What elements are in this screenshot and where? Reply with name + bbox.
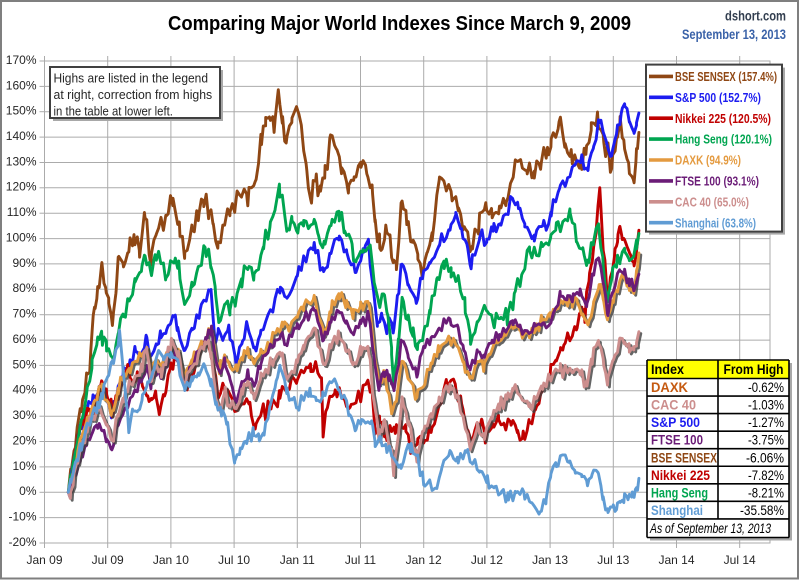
svg-text:50%: 50% [12, 357, 36, 371]
svg-text:S&P 500 (152.7%): S&P 500 (152.7%) [675, 90, 761, 105]
svg-text:170%: 170% [6, 53, 37, 67]
svg-text:dshort.com: dshort.com [725, 8, 786, 24]
svg-text:Comparing Major World Indexes: Comparing Major World Indexes Since Marc… [168, 13, 631, 35]
svg-text:-0.62%: -0.62% [748, 380, 784, 395]
svg-text:20%: 20% [12, 433, 36, 447]
svg-text:CAC 40 (65.0%): CAC 40 (65.0%) [675, 194, 749, 209]
svg-text:Hang Seng (120.1%): Hang Seng (120.1%) [675, 132, 772, 147]
svg-text:Jan 13: Jan 13 [532, 553, 568, 567]
svg-text:-1.27%: -1.27% [748, 415, 784, 430]
svg-text:160%: 160% [6, 78, 37, 92]
svg-text:BSE SENSEX: BSE SENSEX [651, 450, 717, 465]
svg-text:0%: 0% [19, 484, 37, 498]
svg-text:80%: 80% [12, 281, 36, 295]
svg-text:at right, correction from high: at right, correction from highs [54, 87, 213, 102]
svg-text:S&P 500: S&P 500 [651, 415, 700, 430]
svg-text:Jul 12: Jul 12 [471, 553, 503, 567]
svg-text:-3.75%: -3.75% [748, 433, 784, 448]
svg-text:120%: 120% [6, 180, 37, 194]
svg-text:in the table at lower left.: in the table at lower left. [54, 104, 173, 119]
svg-text:-7.82%: -7.82% [748, 468, 784, 483]
svg-text:130%: 130% [6, 154, 37, 168]
svg-text:BSE SENSEX (157.4%): BSE SENSEX (157.4%) [675, 69, 777, 84]
svg-text:FTSE 100: FTSE 100 [651, 433, 703, 448]
svg-text:Jan 09: Jan 09 [26, 553, 62, 567]
svg-text:Jul 11: Jul 11 [345, 553, 376, 567]
svg-text:Jan 12: Jan 12 [406, 553, 442, 567]
svg-text:Jul 13: Jul 13 [597, 553, 629, 567]
svg-text:-8.21%: -8.21% [748, 485, 784, 500]
svg-text:Jan 10: Jan 10 [153, 553, 189, 567]
svg-text:90%: 90% [12, 256, 36, 270]
svg-text:-6.06%: -6.06% [746, 450, 784, 465]
svg-text:-35.58%: -35.58% [740, 503, 784, 518]
svg-text:As of September 13, 2013: As of September 13, 2013 [649, 521, 771, 536]
svg-text:Shanghai: Shanghai [651, 503, 703, 518]
svg-text:September 13, 2013: September 13, 2013 [682, 26, 786, 42]
svg-text:From High: From High [724, 362, 784, 377]
svg-text:CAC 40: CAC 40 [651, 398, 696, 413]
svg-text:-10%: -10% [8, 510, 36, 524]
svg-text:Jan 11: Jan 11 [280, 553, 315, 567]
svg-text:FTSE 100 (93.1%): FTSE 100 (93.1%) [675, 174, 759, 189]
svg-text:Jan 14: Jan 14 [658, 553, 694, 567]
svg-text:Index: Index [651, 362, 684, 377]
svg-text:Jul 10: Jul 10 [218, 553, 250, 567]
svg-text:-1.03%: -1.03% [748, 398, 784, 413]
svg-text:140%: 140% [6, 129, 37, 143]
svg-text:Highs are listed in the legend: Highs are listed in the legend [54, 71, 209, 86]
svg-text:40%: 40% [12, 383, 36, 397]
svg-text:DAXK (94.9%): DAXK (94.9%) [675, 153, 741, 168]
svg-text:Nikkei 225 (120.5%): Nikkei 225 (120.5%) [675, 111, 771, 126]
svg-text:60%: 60% [12, 332, 36, 346]
svg-text:DAXK: DAXK [651, 380, 688, 395]
svg-text:Jul 14: Jul 14 [724, 553, 756, 567]
svg-text:100%: 100% [6, 231, 37, 245]
svg-text:30%: 30% [12, 408, 36, 422]
svg-text:110%: 110% [7, 205, 37, 219]
svg-text:150%: 150% [6, 104, 37, 118]
svg-text:Jul 09: Jul 09 [92, 553, 124, 567]
svg-text:-20%: -20% [8, 535, 36, 549]
svg-text:Shanghai (63.8%): Shanghai (63.8%) [675, 215, 756, 230]
svg-text:Nikkei 225: Nikkei 225 [651, 468, 710, 483]
svg-text:70%: 70% [12, 307, 36, 321]
svg-text:10%: 10% [12, 459, 36, 473]
svg-text:Hang Seng: Hang Seng [651, 485, 708, 500]
